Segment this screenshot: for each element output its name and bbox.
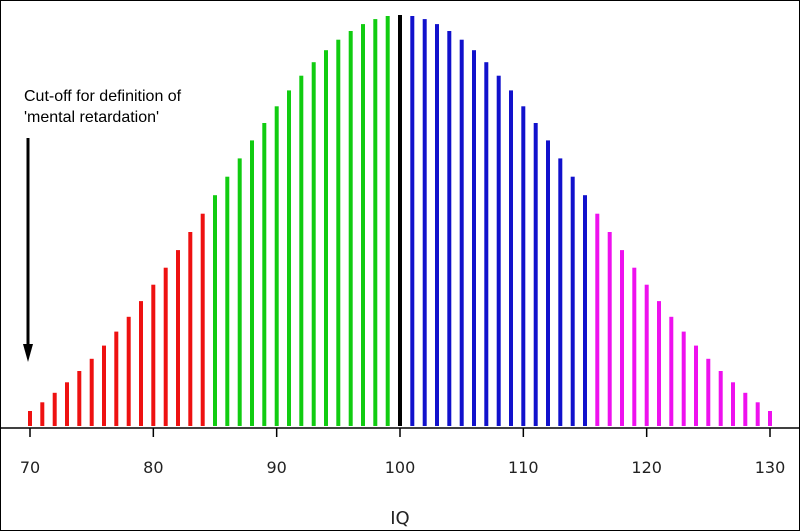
- bar-iq-78: [126, 316, 131, 426]
- bar-iq-123: [681, 331, 686, 426]
- bar-iq-79: [139, 301, 143, 426]
- x-tick-label: 100: [385, 458, 416, 477]
- bar-iq-92: [299, 75, 304, 426]
- bar-iq-118: [620, 250, 624, 426]
- bar-iq-130: [768, 411, 772, 426]
- x-tick-label: 120: [631, 458, 662, 477]
- bars-group: [28, 15, 772, 427]
- bar-iq-86: [225, 176, 230, 426]
- bar-iq-73: [65, 382, 69, 426]
- bar-iq-106: [472, 50, 476, 426]
- bar-iq-85: [213, 195, 217, 426]
- bar-iq-77: [114, 331, 119, 426]
- bar-iq-96: [348, 31, 353, 426]
- bar-iq-70: [28, 411, 32, 426]
- x-tick-label: 110: [508, 458, 539, 477]
- bar-iq-126: [718, 371, 723, 426]
- bar-iq-110: [521, 106, 526, 427]
- x-tick-label: 80: [143, 458, 163, 477]
- bar-iq-99: [385, 16, 390, 426]
- bar-iq-117: [607, 232, 612, 426]
- bar-iq-111: [533, 123, 538, 426]
- bar-iq-81: [163, 267, 168, 426]
- bar-iq-108: [496, 75, 501, 426]
- bar-iq-94: [324, 50, 328, 426]
- bar-iq-100: [398, 15, 402, 426]
- bar-iq-113: [558, 158, 563, 426]
- x-ticks-group: 70 80 90 100 110 120 130: [20, 428, 785, 477]
- bar-iq-102: [422, 19, 427, 426]
- bar-iq-72: [52, 392, 57, 426]
- bar-iq-127: [731, 382, 735, 426]
- bar-iq-116: [595, 213, 600, 426]
- bar-iq-109: [509, 90, 513, 427]
- bar-iq-128: [743, 392, 748, 426]
- bar-iq-107: [484, 62, 489, 426]
- bar-iq-84: [200, 213, 205, 426]
- bar-iq-87: [237, 158, 242, 426]
- bar-iq-101: [410, 16, 415, 426]
- bar-iq-71: [40, 402, 45, 426]
- annotation-text-line2: 'mental retardation': [24, 109, 159, 126]
- bar-iq-120: [644, 284, 649, 426]
- bar-iq-89: [262, 123, 267, 426]
- annotation-text-line1: Cut-off for definition of: [24, 88, 182, 105]
- bar-iq-82: [176, 250, 180, 426]
- x-tick-label: 70: [20, 458, 40, 477]
- x-tick-label: 90: [266, 458, 286, 477]
- bar-iq-124: [694, 345, 698, 426]
- bar-iq-129: [755, 402, 760, 426]
- bar-iq-91: [287, 90, 291, 427]
- bar-iq-95: [336, 39, 341, 426]
- bar-iq-83: [188, 232, 193, 426]
- bar-iq-115: [583, 195, 587, 426]
- bar-iq-80: [151, 284, 156, 426]
- bar-iq-105: [459, 39, 464, 426]
- bar-iq-119: [632, 267, 637, 426]
- bar-iq-75: [89, 358, 94, 426]
- x-tick-label: 130: [755, 458, 786, 477]
- bar-iq-121: [657, 301, 661, 426]
- bar-iq-93: [311, 62, 316, 426]
- bar-iq-98: [373, 19, 378, 426]
- bar-iq-125: [706, 358, 711, 426]
- bar-iq-76: [102, 345, 106, 426]
- bar-iq-104: [447, 31, 452, 426]
- bar-iq-112: [546, 140, 550, 426]
- annotation-arrow-icon: [23, 138, 33, 362]
- bar-iq-88: [250, 140, 254, 426]
- bar-iq-97: [361, 24, 365, 426]
- bar-iq-103: [435, 24, 439, 426]
- bar-iq-90: [274, 106, 279, 427]
- x-axis-title: IQ: [390, 508, 409, 529]
- bar-iq-122: [669, 316, 674, 426]
- bar-iq-114: [570, 176, 575, 426]
- bar-iq-74: [77, 371, 82, 426]
